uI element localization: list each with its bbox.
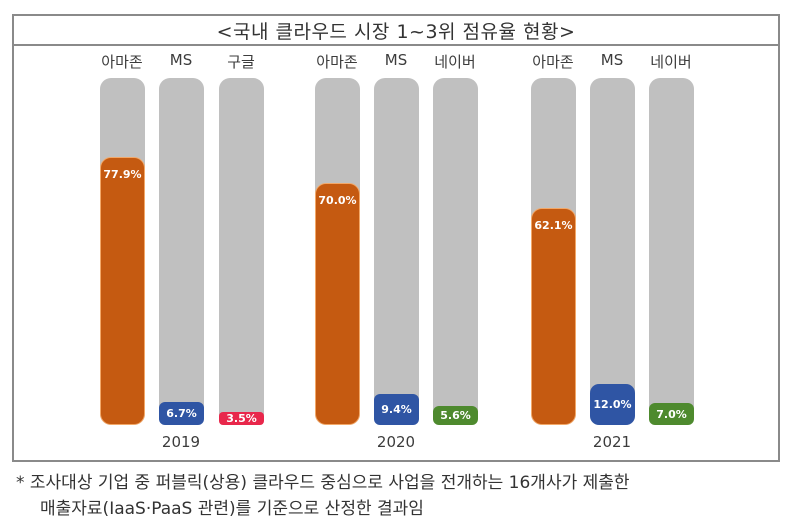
bar-label-naver-2021: 네이버 [650,53,692,71]
bar-track-ms-2021 [590,78,635,425]
bar-google-2019: 3.5% [219,412,264,425]
bar-naver-2020: 5.6% [433,406,478,425]
bar-amazon-2020: 70.0% [315,183,360,425]
bar-track-naver-2021 [649,78,694,425]
bar-ms-2020: 9.4% [374,394,419,425]
chart-frame: <국내 클라우드 시장 1~3위 점유율 현황> [12,14,780,462]
bar-amazon-2021: 62.1% [531,208,576,425]
year-label-2020: 2020 [376,433,416,451]
bar-ms-2021: 12.0% [590,384,635,425]
chart-title: <국내 클라우드 시장 1~3위 점유율 현황> [14,16,778,46]
bar-track-google-2019 [219,78,264,425]
footnote: * 조사대상 기업 중 퍼블릭(상용) 클라우드 중심으로 사업을 전개하는 1… [16,470,790,522]
year-label-2019: 2019 [161,433,201,451]
bar-ms-2019: 6.7% [159,402,204,425]
bar-label-amazon-2020: 아마존 [316,53,358,71]
bar-track-ms-2020 [374,78,419,425]
bar-label-amazon-2021: 아마존 [532,53,574,71]
bar-label-ms-2021: MS [600,51,624,69]
bar-naver-2021: 7.0% [649,403,694,425]
bar-label-ms-2019: MS [169,51,193,69]
bar-label-ms-2020: MS [384,51,408,69]
year-label-2021: 2021 [592,433,632,451]
bar-track-ms-2019 [159,78,204,425]
footnote-line-2: 매출자료(IaaS·PaaS 관련)를 기준으로 산정한 결과임 [40,499,424,519]
bar-track-naver-2020 [433,78,478,425]
bar-label-google-2019: 구글 [227,53,255,71]
bar-label-amazon-2019: 아마존 [101,53,143,71]
footnote-line-1: * 조사대상 기업 중 퍼블릭(상용) 클라우드 중심으로 사업을 전개하는 1… [16,473,630,493]
bar-amazon-2019: 77.9% [100,157,145,425]
bar-label-naver-2020: 네이버 [434,53,476,71]
